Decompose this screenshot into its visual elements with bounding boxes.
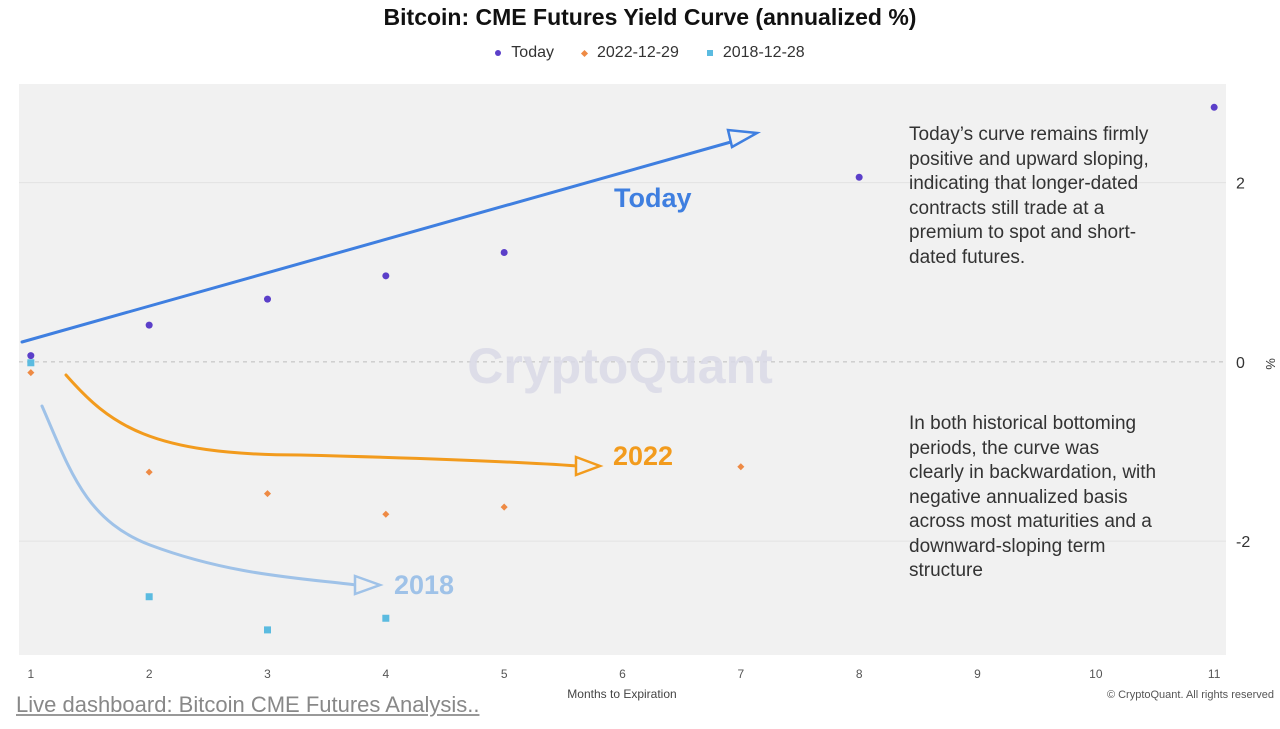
y2018-arrow-head xyxy=(353,574,384,596)
data-point-2018 xyxy=(382,614,390,622)
data-point-2018 xyxy=(27,359,35,367)
plot-area xyxy=(19,84,1226,655)
data-point-today xyxy=(500,249,508,257)
x-tick-label: 9 xyxy=(974,667,981,681)
data-point-2018 xyxy=(145,593,153,601)
y2022-arrow-line xyxy=(64,373,580,468)
watermark-text: CryptoQuant xyxy=(467,338,773,394)
legend-label-2018: 2018-12-28 xyxy=(722,44,805,61)
y2022-arrow-head xyxy=(574,455,604,477)
today-arrow-line xyxy=(20,138,740,344)
data-point-2022 xyxy=(382,510,390,518)
data-point-today xyxy=(27,352,35,360)
copyright-text: © CryptoQuant. All rights reserved xyxy=(1106,689,1274,701)
data-point-2022 xyxy=(27,369,35,377)
today-arrow-head xyxy=(726,128,762,149)
y-tick-label: 0 xyxy=(1236,355,1245,372)
data-point-2022 xyxy=(145,468,153,476)
data-point-2022 xyxy=(263,490,272,498)
legend-item-2018[interactable]: 2018-12-28 xyxy=(706,44,805,62)
legend-item-today[interactable]: Today xyxy=(495,44,554,62)
data-point-2022 xyxy=(500,503,508,511)
annotation-note-history: In both historical bottoming periods, th… xyxy=(909,413,1157,581)
x-tick-label: 5 xyxy=(501,667,508,681)
data-point-2022 xyxy=(737,463,745,471)
annotation-note-today: Today’s curve remains firmly positive an… xyxy=(909,124,1149,268)
x-tick-label: 4 xyxy=(382,667,389,681)
x-tick-label: 3 xyxy=(264,667,271,681)
data-point-today xyxy=(382,272,390,280)
legend-item-2022[interactable]: 2022-12-29 xyxy=(580,44,679,62)
dashboard-link[interactable]: Live dashboard: Bitcoin CME Futures Anal… xyxy=(16,692,480,717)
y-axis-label: % xyxy=(1263,358,1278,370)
legend-label-2022: 2022-12-29 xyxy=(597,44,679,61)
legend-label-today: Today xyxy=(511,44,554,61)
legend-marker-circle xyxy=(495,50,502,56)
data-point-today xyxy=(855,173,863,181)
x-tick-label: 1 xyxy=(27,667,34,681)
chart-title: Bitcoin: CME Futures Yield Curve (annual… xyxy=(383,4,917,30)
y2018-arrow-line xyxy=(40,404,358,587)
annotation-2018: 2018 xyxy=(394,570,454,600)
x-tick-label: 2 xyxy=(146,667,153,681)
data-point-2018 xyxy=(264,626,271,634)
y-tick-label: -2 xyxy=(1236,534,1250,551)
x-tick-label: 8 xyxy=(856,667,863,681)
data-point-today xyxy=(264,295,271,303)
y-tick-label: 2 xyxy=(1236,176,1245,193)
data-point-today xyxy=(145,321,153,329)
x-axis-label: Months to Expiration xyxy=(567,687,676,701)
x-tick-label: 10 xyxy=(1089,667,1103,681)
data-point-today xyxy=(1210,103,1218,111)
legend-marker-square xyxy=(706,50,713,56)
annotation-today: Today xyxy=(614,183,692,213)
chart-legend: Today 2022-12-29 2018-12-28 xyxy=(0,44,1280,62)
x-tick-label: 7 xyxy=(737,667,744,681)
x-tick-label: 6 xyxy=(619,667,626,681)
annotation-2022: 2022 xyxy=(613,441,673,471)
x-tick-label: 11 xyxy=(1208,667,1221,681)
